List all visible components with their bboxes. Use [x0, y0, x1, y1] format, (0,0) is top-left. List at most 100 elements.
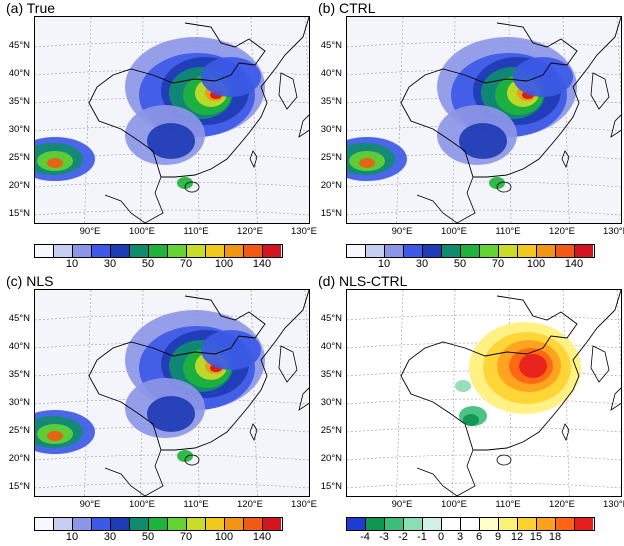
- colorbar-tick-label: 15: [529, 531, 543, 543]
- longitude-gridline: [616, 290, 621, 374]
- colorbar-tick-label: 30: [103, 258, 117, 270]
- latitude-gridline: [347, 482, 621, 489]
- map-area: [34, 16, 310, 224]
- precip-contour: [201, 57, 261, 97]
- colorbar-tick-label: 50: [453, 258, 467, 270]
- map-area: [346, 16, 622, 224]
- latitude-label: 40°N: [320, 68, 342, 79]
- colorbar-swatch: [385, 518, 404, 530]
- longitude-gridline: [304, 17, 309, 101]
- precip-contour: [489, 177, 505, 189]
- colorbar-tick-label: 70: [491, 258, 505, 270]
- colorbar-tick-label: 140: [564, 258, 584, 270]
- country-border: [400, 22, 578, 178]
- hainan-outline: [184, 454, 200, 466]
- colorbar-swatch: [518, 245, 537, 257]
- longitude-label: 130°E: [291, 226, 317, 237]
- latitude-label: 20°N: [320, 180, 342, 191]
- colorbar-swatch: [366, 518, 385, 530]
- indochina-outline: [416, 176, 476, 223]
- latitude-label: 35°N: [320, 96, 342, 107]
- latitude-gridline: [35, 209, 309, 216]
- colorbar-swatch: [187, 245, 206, 257]
- colorbar-swatch: [73, 518, 92, 530]
- colorbar-swatch: [518, 518, 537, 530]
- precip-contour: [147, 396, 195, 432]
- longitude-gridline: [250, 290, 258, 496]
- colorbar-tick-label: 10: [65, 531, 79, 543]
- latitude-label: 20°N: [8, 180, 30, 191]
- colorbar-swatch: [347, 245, 366, 257]
- longitude-label: 130°E: [603, 226, 624, 237]
- latitude-label: 45°N: [320, 40, 342, 51]
- latitude-label: 30°N: [320, 397, 342, 408]
- latitude-label: 15°N: [8, 208, 30, 219]
- latitude-gridline: [35, 181, 309, 188]
- colorbar-swatch: [225, 245, 244, 257]
- colorbar-swatch: [423, 245, 442, 257]
- colorbar-swatch: [206, 518, 225, 530]
- map-svg: [347, 17, 621, 223]
- taiwan-outline: [561, 423, 570, 442]
- japan-outline: [298, 114, 309, 138]
- colorbar-tick-label: 50: [141, 258, 155, 270]
- colorbar-swatch: [556, 245, 575, 257]
- korean-peninsula-outline: [590, 345, 610, 383]
- latitude-label: 20°N: [320, 453, 342, 464]
- longitude-label: 110°E: [183, 499, 209, 510]
- colorbar-swatch: [111, 518, 130, 530]
- colorbar-tick-label: 100: [214, 531, 234, 543]
- colorbar-swatch: [499, 518, 518, 530]
- colorbar-swatch: [537, 518, 556, 530]
- colorbar-tick-label: 0: [437, 531, 445, 543]
- japan-outline: [610, 387, 621, 411]
- precip-contour: [459, 123, 507, 159]
- colorbar-tick-label: -3: [379, 531, 389, 543]
- precip-contour: [47, 158, 63, 168]
- colorbar-swatch: [35, 245, 54, 257]
- country-border: [88, 295, 266, 451]
- precip-contour: [47, 431, 63, 441]
- colorbar: [346, 517, 595, 531]
- latitude-gridline: [347, 209, 621, 216]
- taiwan-outline: [561, 150, 570, 169]
- korean-peninsula-outline: [278, 345, 298, 383]
- longitude-label: 130°E: [603, 499, 624, 510]
- colorbar: [346, 244, 595, 258]
- panel-title: (d) NLS-CTRL: [318, 273, 408, 289]
- taiwan-outline: [249, 423, 258, 442]
- colorbar-tick-label: 10: [65, 258, 79, 270]
- colorbar-swatch: [149, 245, 168, 257]
- colorbar-tick-label: 50: [141, 531, 155, 543]
- colorbar-tick-label: -2: [398, 531, 408, 543]
- colorbar-swatch: [92, 245, 111, 257]
- longitude-gridline: [84, 17, 92, 223]
- taiwan-outline: [249, 150, 258, 169]
- colorbar-swatch: [556, 518, 575, 530]
- colorbar: [34, 517, 283, 531]
- precip-contour: [359, 158, 375, 168]
- latitude-label: 40°N: [320, 341, 342, 352]
- country-border: [400, 295, 578, 451]
- longitude-label: 90°E: [79, 226, 101, 237]
- indochina-outline: [104, 449, 164, 496]
- longitude-label: 110°E: [495, 226, 521, 237]
- colorbar-swatch: [263, 518, 281, 530]
- longitude-gridline: [396, 17, 404, 223]
- latitude-label: 40°N: [8, 68, 30, 79]
- map-panel: (c) NLS 45°N 40°N 35°N 30°N 25°N 20°N 15°N 90°E 1…: [0, 273, 317, 546]
- latitude-gridline: [347, 426, 621, 433]
- longitude-label: 130°E: [291, 499, 317, 510]
- longitude-gridline: [396, 290, 404, 496]
- map-panel: (b) CTRL 45°N 40°N 35°N 30°N 25°N 20°N 15°N 90°E…: [312, 0, 624, 273]
- longitude-gridline: [616, 17, 621, 101]
- longitude-gridline: [250, 17, 258, 223]
- longitude-label: 110°E: [183, 226, 209, 237]
- map-panel: (a) True 45°N 40°N 35°N 30°N 25°N 20°N 15°N 90°E…: [0, 0, 317, 273]
- latitude-label: 30°N: [8, 124, 30, 135]
- colorbar-swatch: [366, 245, 385, 257]
- colorbar-swatch: [244, 245, 263, 257]
- latitude-gridline: [347, 454, 621, 461]
- colorbar-swatch: [537, 245, 556, 257]
- latitude-label: 15°N: [320, 208, 342, 219]
